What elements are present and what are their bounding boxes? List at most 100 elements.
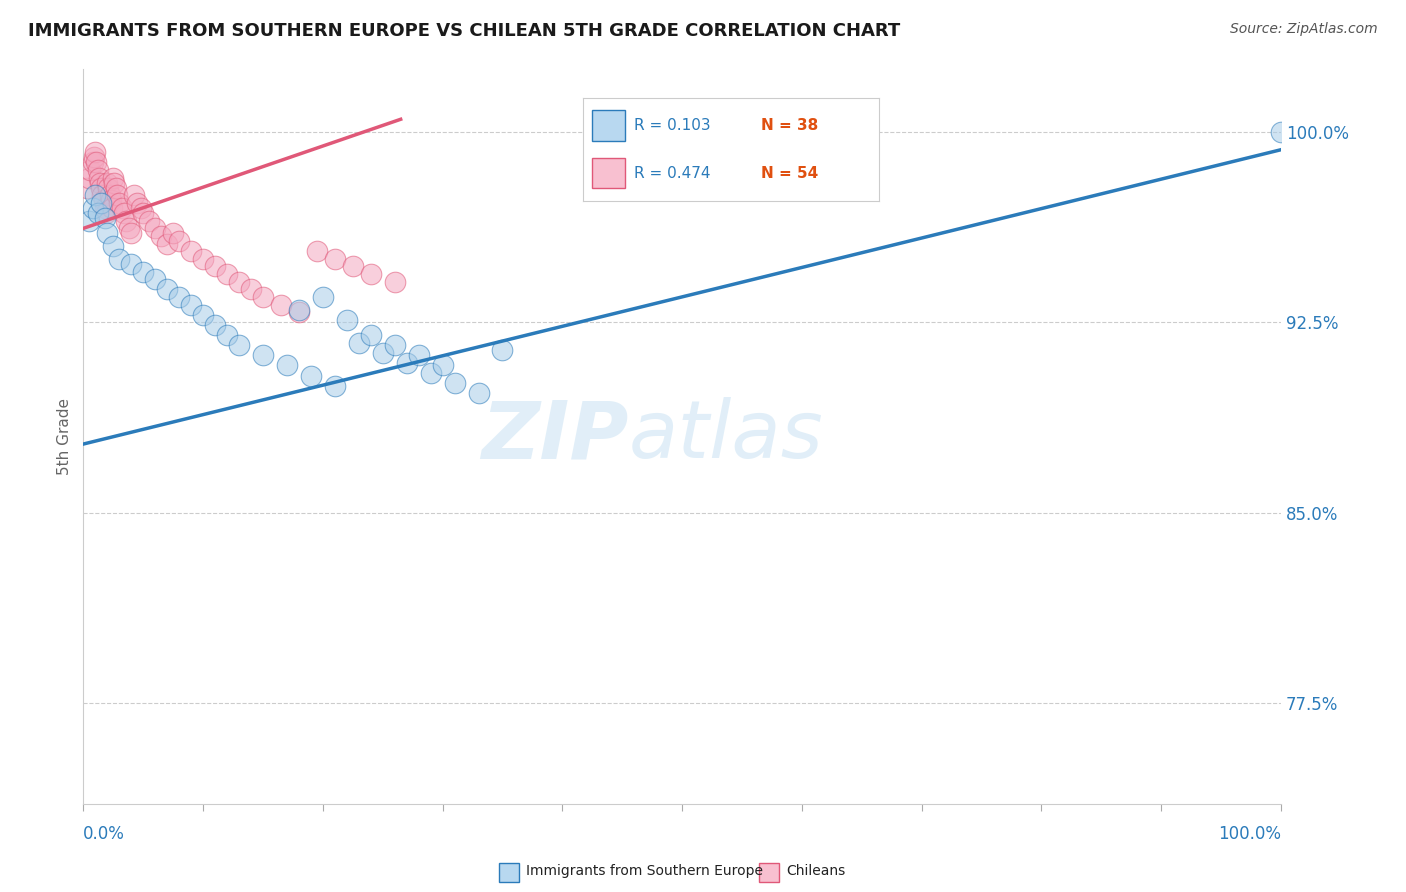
Point — [180, 297, 202, 311]
Point — [112, 206, 135, 220]
Point — [288, 305, 311, 319]
Point — [156, 236, 179, 251]
Point — [108, 252, 131, 266]
Point — [408, 348, 430, 362]
Point — [103, 239, 125, 253]
Point — [419, 366, 441, 380]
Point — [143, 272, 166, 286]
Text: N = 38: N = 38 — [761, 119, 818, 133]
Point — [98, 188, 121, 202]
Point — [1270, 125, 1292, 139]
Point — [156, 282, 179, 296]
Point — [167, 290, 190, 304]
Point — [336, 312, 359, 326]
Point — [288, 302, 311, 317]
Point — [138, 213, 160, 227]
Point — [323, 378, 346, 392]
Text: Immigrants from Southern Europe: Immigrants from Southern Europe — [526, 864, 763, 879]
Point — [228, 275, 250, 289]
Point — [252, 290, 274, 304]
Point — [101, 201, 124, 215]
Point — [384, 275, 406, 289]
Point — [342, 260, 364, 274]
Point — [122, 188, 145, 202]
Point — [252, 348, 274, 362]
Y-axis label: 5th Grade: 5th Grade — [58, 398, 72, 475]
Point — [323, 252, 346, 266]
Point — [94, 201, 117, 215]
Point — [110, 201, 132, 215]
Point — [127, 196, 149, 211]
Point — [100, 194, 122, 208]
Text: R = 0.474: R = 0.474 — [634, 166, 710, 180]
Point — [467, 386, 489, 401]
Point — [180, 244, 202, 259]
Point — [162, 227, 184, 241]
Text: atlas: atlas — [628, 398, 823, 475]
Point — [86, 163, 108, 178]
Point — [84, 188, 107, 202]
Point — [97, 181, 120, 195]
Point — [167, 234, 190, 248]
Point — [191, 308, 214, 322]
Point — [104, 181, 127, 195]
Point — [89, 176, 111, 190]
Point — [91, 188, 114, 202]
Point — [215, 328, 238, 343]
Point — [105, 188, 128, 202]
Point — [84, 145, 107, 160]
Text: IMMIGRANTS FROM SOUTHERN EUROPE VS CHILEAN 5TH GRADE CORRELATION CHART: IMMIGRANTS FROM SOUTHERN EUROPE VS CHILE… — [28, 22, 900, 40]
Point — [384, 338, 406, 352]
Point — [103, 176, 125, 190]
Point — [83, 150, 105, 164]
Point — [118, 221, 141, 235]
Point — [120, 227, 142, 241]
Point — [305, 244, 328, 259]
Point — [86, 206, 108, 220]
Point — [347, 335, 370, 350]
Point — [143, 221, 166, 235]
Text: N = 54: N = 54 — [761, 166, 818, 180]
Point — [103, 170, 125, 185]
Point — [432, 359, 454, 373]
Point — [360, 328, 382, 343]
Point — [204, 318, 226, 332]
Text: 0.0%: 0.0% — [83, 825, 125, 843]
Point — [94, 206, 117, 220]
Point — [443, 376, 465, 391]
Point — [82, 155, 104, 169]
Point — [276, 359, 298, 373]
Point — [360, 267, 382, 281]
Point — [77, 213, 100, 227]
Point — [204, 260, 226, 274]
Text: R = 0.103: R = 0.103 — [634, 119, 710, 133]
Bar — [592, 158, 624, 188]
Point — [132, 264, 155, 278]
Point — [90, 181, 112, 195]
Point — [312, 290, 335, 304]
Point — [94, 211, 117, 226]
Point — [93, 194, 115, 208]
Point — [96, 227, 118, 241]
Point — [491, 343, 513, 358]
Point — [150, 229, 173, 244]
Point — [129, 201, 152, 215]
Point — [132, 206, 155, 220]
Point — [79, 163, 101, 178]
Point — [87, 170, 110, 185]
Point — [96, 176, 118, 190]
Point — [371, 345, 394, 359]
Text: ZIP: ZIP — [481, 398, 628, 475]
Point — [120, 257, 142, 271]
Point — [82, 201, 104, 215]
Point — [270, 297, 292, 311]
Point — [191, 252, 214, 266]
Text: Source: ZipAtlas.com: Source: ZipAtlas.com — [1230, 22, 1378, 37]
Point — [239, 282, 262, 296]
Point — [108, 196, 131, 211]
Point — [115, 213, 138, 227]
Text: 100.0%: 100.0% — [1218, 825, 1281, 843]
Bar — [592, 111, 624, 141]
Point — [228, 338, 250, 352]
Text: Chileans: Chileans — [786, 864, 845, 879]
